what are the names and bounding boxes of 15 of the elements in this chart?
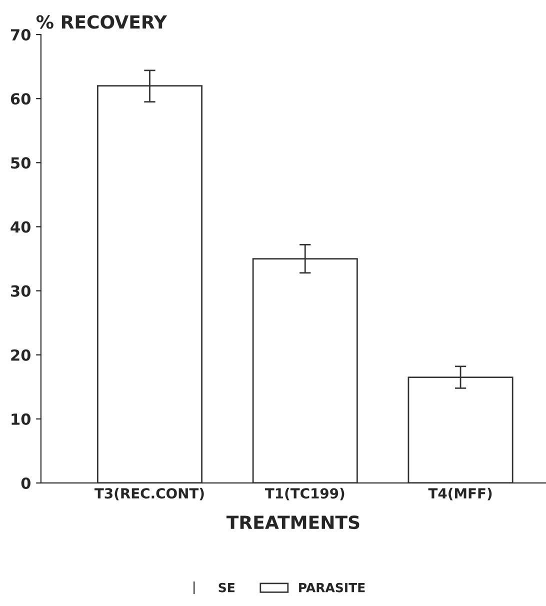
- y-tick-label: 70: [10, 29, 30, 41]
- y-tick-label: 30: [10, 285, 30, 297]
- y-tick-label: 60: [10, 93, 30, 105]
- text: SE: [218, 582, 234, 592]
- x-tick-label: T4(MFF): [428, 488, 492, 500]
- y-tick-label: 40: [10, 221, 30, 233]
- y-tick-label: 50: [11, 157, 30, 169]
- x-tick-label: T3(REC.CONT): [94, 488, 204, 500]
- y-tick-label: 10: [12, 413, 30, 425]
- y-tick-label: 0: [21, 477, 30, 490]
- x-tick-label: T1(TC199): [264, 488, 344, 500]
- y-tick-label: 20: [11, 349, 30, 361]
- x-axis-title: TREATMENTS: [226, 515, 360, 530]
- legend-label: PARASITE: [299, 582, 365, 592]
- y-axis-title: % RECOVERY: [36, 15, 168, 29]
